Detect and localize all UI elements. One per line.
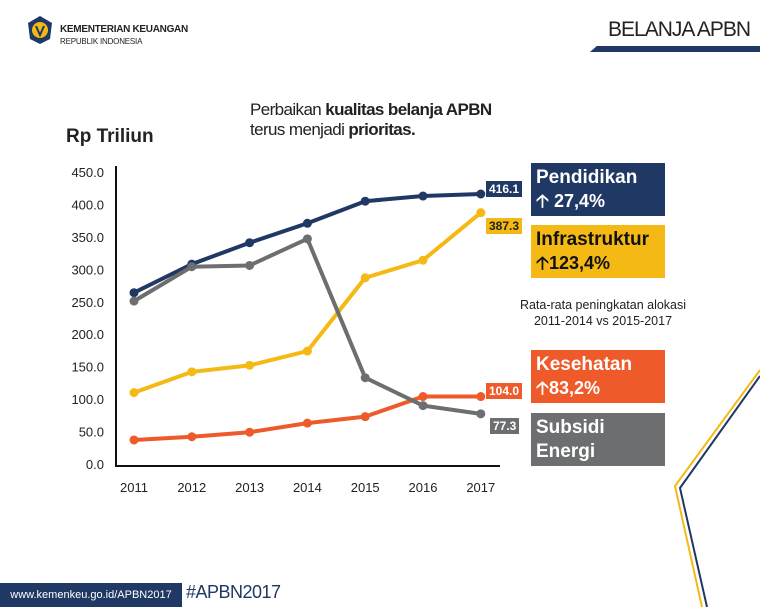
- x-tick-label: 2015: [351, 480, 380, 495]
- end-label-infrastruktur: 387.3: [486, 218, 523, 234]
- section-underline: [590, 46, 760, 52]
- org-name: KEMENTERIAN KEUANGAN: [60, 24, 188, 35]
- data-point-kesehatan: [187, 432, 197, 442]
- x-tick-label: 2013: [235, 480, 264, 495]
- data-point-infrastruktur: [187, 367, 197, 377]
- summary-change: 83,2%: [548, 378, 600, 398]
- note-line: 2011-2014 vs 2015-2017: [533, 314, 673, 328]
- x-tick-label: 2012: [177, 480, 206, 495]
- end-label-pendidikan: 416.1: [486, 181, 523, 197]
- summary-kesehatan: Kesehatan 🡡83,2%: [531, 350, 665, 403]
- footer-hashtag: #APBN2017: [186, 582, 281, 602]
- headline-text: Perbaikan: [250, 100, 326, 119]
- data-point-kesehatan: [302, 418, 312, 428]
- summary-name: Pendidikan: [536, 167, 638, 188]
- summary-infrastruktur: Infrastruktur 🡡123,4%: [531, 225, 665, 278]
- y-tick-label: 300.0: [71, 262, 104, 277]
- data-point-kesehatan: [245, 427, 255, 437]
- headline-text: terus menjadi: [250, 120, 349, 139]
- data-point-pendidikan: [302, 218, 312, 228]
- summary-change: 123,4%: [548, 253, 610, 273]
- data-point-subsidi-energi: [302, 234, 312, 244]
- data-point-infrastruktur: [476, 208, 486, 218]
- data-point-infrastruktur: [418, 255, 428, 265]
- y-tick-label: 50.0: [79, 425, 104, 440]
- section-title: BELANJA APBN: [608, 18, 751, 41]
- data-point-subsidi-energi: [129, 296, 139, 306]
- arrow-up-icon: 🡡: [536, 253, 549, 273]
- org-subtitle: REPUBLIK INDONESIA: [60, 37, 143, 46]
- x-tick-label: 2011: [120, 480, 148, 495]
- end-label-kesehatan: 104.0: [486, 383, 523, 399]
- summary-note: Rata-rata peningkatan alokasi 2011-2014 …: [498, 297, 708, 329]
- y-tick-label: 250.0: [71, 295, 104, 310]
- arrow-up-icon: 🡡: [536, 378, 549, 398]
- y-tick-label: 0.0: [86, 457, 104, 472]
- data-point-subsidi-energi: [245, 260, 255, 270]
- summary-name: Kesehatan: [536, 354, 633, 375]
- summary-name: Infrastruktur: [536, 229, 649, 250]
- arrow-up-icon: 🡡: [536, 191, 554, 211]
- headline-bold: kualitas belanja APBN: [325, 100, 492, 119]
- kemenkeu-logo: [28, 16, 52, 44]
- y-tick-label: 200.0: [71, 327, 104, 342]
- y-tick-label: 150.0: [71, 360, 104, 375]
- y-tick-label: 400.0: [71, 197, 104, 212]
- data-point-subsidi-energi: [360, 373, 370, 383]
- data-point-kesehatan: [476, 392, 486, 402]
- data-point-subsidi-energi: [476, 409, 486, 419]
- y-tick-label: 350.0: [71, 230, 104, 245]
- data-point-infrastruktur: [302, 346, 312, 356]
- y-tick-label: 450.0: [71, 165, 104, 180]
- data-point-pendidikan: [476, 189, 486, 199]
- data-point-infrastruktur: [245, 360, 255, 370]
- y-axis-label: Rp Triliun: [66, 126, 154, 147]
- summary-name: Subsidi Energi: [536, 417, 605, 462]
- data-point-pendidikan: [418, 191, 428, 201]
- data-point-infrastruktur: [129, 388, 139, 398]
- summary-change: 66,2%: [548, 465, 600, 485]
- data-point-pendidikan: [129, 288, 139, 298]
- summary-change: 27,4%: [553, 191, 605, 211]
- x-tick-label: 2014: [293, 480, 322, 495]
- end-label-subsidi: 77.3: [490, 418, 520, 434]
- summary-pendidikan: Pendidikan 🡡 27,4%: [531, 163, 665, 216]
- headline: Perbaikan kualitas belanja APBN terus me…: [250, 100, 492, 140]
- arrow-down-icon: 🡣: [536, 465, 549, 485]
- x-tick-label: 2017: [466, 480, 495, 495]
- note-line: Rata-rata peningkatan alokasi: [519, 298, 687, 312]
- data-point-pendidikan: [360, 196, 370, 206]
- data-point-kesehatan: [129, 435, 139, 445]
- y-tick-label: 100.0: [71, 392, 104, 407]
- data-point-pendidikan: [245, 238, 255, 248]
- x-tick-label: 2016: [409, 480, 438, 495]
- headline-bold: prioritas.: [348, 120, 416, 139]
- data-point-subsidi-energi: [418, 401, 428, 411]
- data-point-infrastruktur: [360, 273, 370, 283]
- data-point-kesehatan: [360, 412, 370, 422]
- data-point-subsidi-energi: [187, 262, 197, 272]
- data-point-kesehatan: [418, 392, 428, 402]
- summary-subsidi-energi: Subsidi Energi 🡣66,2%: [531, 413, 665, 485]
- footer-url[interactable]: www.kemenkeu.go.id/APBN2017: [0, 583, 182, 607]
